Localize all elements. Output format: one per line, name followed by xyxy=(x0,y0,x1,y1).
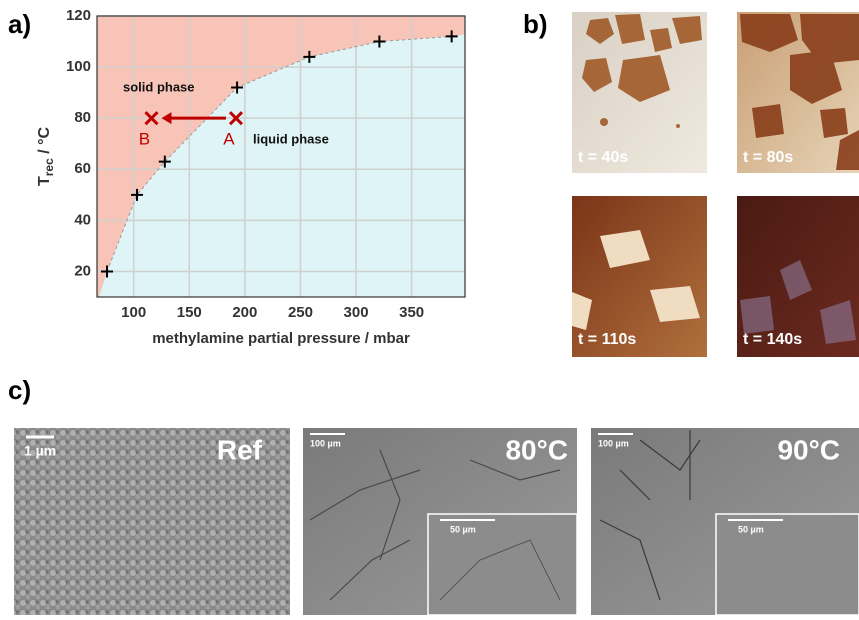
state-label: B xyxy=(139,130,150,149)
scale-bar-label: 100 µm xyxy=(598,438,629,448)
photo-caption: t = 80s xyxy=(743,149,793,166)
phase-diagram: 100 150 200 250 300 350 20 40 60 80 100 120 methylam… xyxy=(36,7,465,347)
region-label: solid phase xyxy=(123,79,195,94)
y-tick-label: 20 xyxy=(74,262,91,279)
y-axis-label-sub: rec xyxy=(42,158,56,176)
figure: a) b) c) 100 150 200 250 300 350 20 40 60 80 100 12… xyxy=(0,0,859,615)
x-tick-label: 200 xyxy=(232,304,257,321)
y-tick-label: 80 xyxy=(74,109,91,126)
y-tick-label: 120 xyxy=(66,7,91,24)
x-tick-label: 100 xyxy=(121,304,146,321)
scale-bar-label: 100 µm xyxy=(310,438,341,448)
region-label: liquid phase xyxy=(253,131,329,146)
y-axis-label-unit: / °C xyxy=(36,127,53,159)
sem-label: 80°C xyxy=(505,434,568,465)
photo-caption: t = 140s xyxy=(743,331,802,348)
sem-label: Ref xyxy=(217,434,263,465)
photo-caption: t = 110s xyxy=(578,331,636,348)
sem-label: 90°C xyxy=(777,434,840,465)
y-axis-label-main: T xyxy=(36,176,53,186)
scale-bar-label: 50 µm xyxy=(450,524,476,534)
x-axis-label: methylamine partial pressure / mbar xyxy=(152,330,410,347)
panel-label: c) xyxy=(8,375,31,405)
photo-grid: t = 40s t = 80s t = 110s t = 140s xyxy=(572,12,859,357)
x-tick-label: 250 xyxy=(288,304,313,321)
state-label: A xyxy=(223,130,235,149)
panel-label: a) xyxy=(8,9,31,39)
sem-images: 1 µm Ref 100 µm 80°C 50 µm 100 µm 90°C 5… xyxy=(14,428,859,615)
x-tick-label: 350 xyxy=(399,304,424,321)
panel-label: b) xyxy=(523,9,548,39)
y-tick-label: 100 xyxy=(66,58,91,75)
page: a) b) c) 100 150 200 250 300 350 20 40 60 80 100 12… xyxy=(0,0,859,615)
photo-caption: t = 40s xyxy=(578,149,628,166)
y-axis-label: Trec / °C xyxy=(36,127,56,187)
scale-bar-label: 1 µm xyxy=(24,443,56,459)
x-tick-label: 150 xyxy=(177,304,202,321)
x-tick-label: 300 xyxy=(344,304,369,321)
y-tick-label: 40 xyxy=(74,211,91,228)
scale-bar-label: 50 µm xyxy=(738,524,764,534)
y-tick-label: 60 xyxy=(74,160,91,177)
